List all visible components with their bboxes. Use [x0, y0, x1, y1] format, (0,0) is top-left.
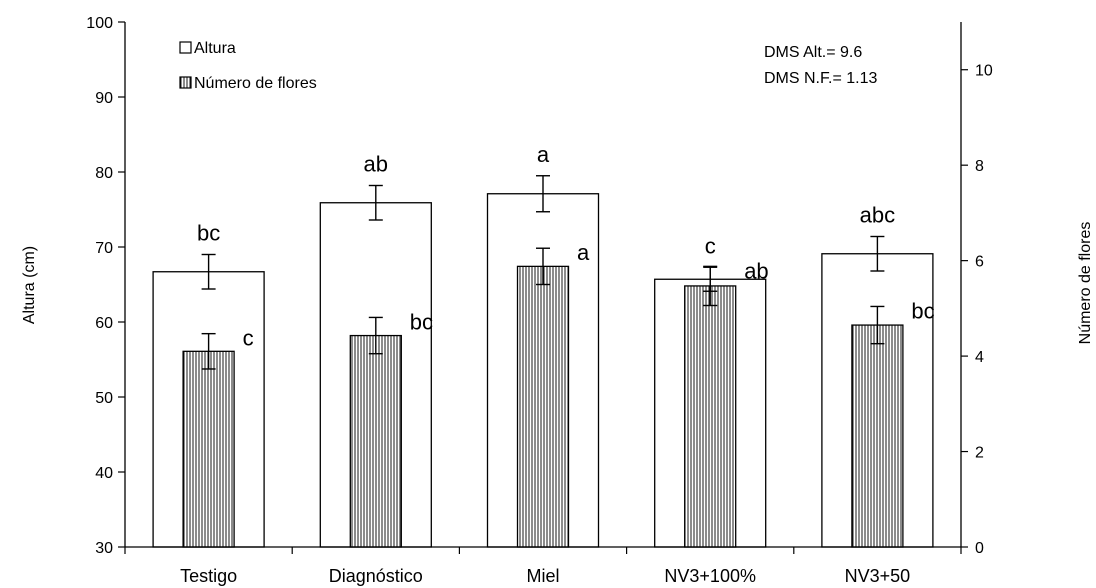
- y-tick-label: 30: [95, 540, 113, 557]
- altura-sig-label: abc: [860, 203, 895, 228]
- flores-sig-label: c: [243, 326, 254, 351]
- legend-label-altura: Altura: [194, 40, 236, 57]
- ticks-layer: 30 40 50 60 70 80 90 100 0 2 4 6 8 10: [86, 15, 993, 557]
- bars-layer: [152, 193, 934, 548]
- x-tick-label: Testigo: [180, 566, 237, 586]
- flores-bar: [851, 324, 904, 548]
- y-tick-label: 80: [95, 165, 113, 182]
- flores-sig-label: bc: [410, 309, 433, 334]
- x-tick-label: Miel: [526, 566, 559, 586]
- x-tick-label: NV3+100%: [664, 566, 756, 586]
- y-tick-label: 60: [95, 315, 113, 332]
- flores-bar: [516, 265, 570, 548]
- y-tick-label: 100: [86, 15, 113, 32]
- y-tick-label: 40: [95, 465, 113, 482]
- y2-axis-title: Número de flores: [1077, 222, 1094, 345]
- flores-bar: [182, 350, 235, 548]
- altura-sig-label: ab: [364, 152, 388, 177]
- y-tick-label: 70: [95, 240, 113, 257]
- y2-tick-label: 8: [975, 158, 984, 175]
- dms-flores-note: DMS N.F.= 1.13: [764, 70, 877, 87]
- flores-bar: [684, 285, 737, 548]
- y2-tick-label: 6: [975, 254, 984, 271]
- flores-sig-label: ab: [744, 258, 768, 283]
- labels-layer: bc c Testigo ab bc Diagnóstico a a Miel c ab NV3+10…: [180, 142, 935, 586]
- legend: Altura Número de flores: [179, 40, 317, 92]
- y2-tick-label: 0: [975, 540, 984, 557]
- y2-tick-label: 4: [975, 349, 984, 366]
- altura-sig-label: c: [705, 233, 716, 258]
- y-tick-label: 50: [95, 390, 113, 407]
- flores-bar: [349, 334, 402, 548]
- x-tick-label: NV3+50: [845, 566, 911, 586]
- y-tick-label: 90: [95, 90, 113, 107]
- legend-swatch-altura: [179, 41, 192, 54]
- legend-label-flores: Número de flores: [194, 75, 317, 92]
- dms-altura-note: DMS Alt.= 9.6: [764, 44, 862, 61]
- flores-sig-label: bc: [911, 298, 934, 323]
- flores-sig-label: a: [577, 240, 590, 265]
- y2-tick-label: 10: [975, 63, 993, 80]
- legend-swatch-flores: [179, 76, 192, 89]
- altura-sig-label: a: [537, 142, 550, 167]
- altura-sig-label: bc: [197, 221, 220, 246]
- y2-tick-label: 2: [975, 445, 984, 462]
- y-axis-title: Altura (cm): [21, 246, 38, 324]
- x-tick-label: Diagnóstico: [329, 566, 423, 586]
